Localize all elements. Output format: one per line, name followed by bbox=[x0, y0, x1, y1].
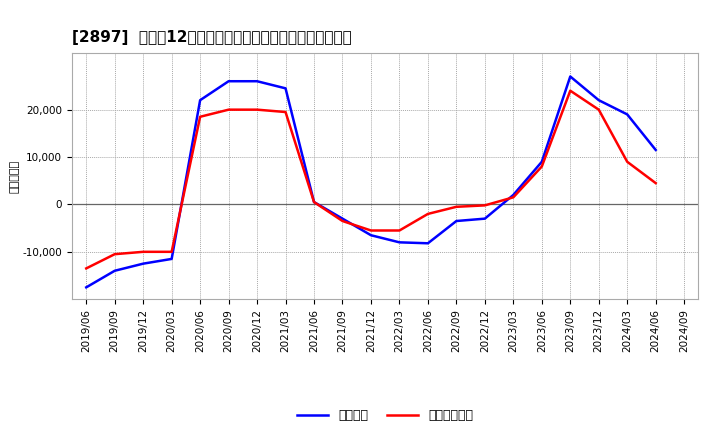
Line: 当期経常利益: 当期経常利益 bbox=[86, 91, 656, 268]
経常利益 bbox=[282, 86, 290, 91]
当期経常利益 bbox=[167, 249, 176, 254]
経常利益 bbox=[452, 218, 461, 224]
経常利益 bbox=[423, 241, 432, 246]
経常利益 bbox=[139, 261, 148, 266]
経常利益 bbox=[110, 268, 119, 273]
当期経常利益 bbox=[452, 204, 461, 209]
当期経常利益 bbox=[139, 249, 148, 254]
当期経常利益 bbox=[338, 218, 347, 224]
当期経常利益 bbox=[652, 180, 660, 186]
当期経常利益 bbox=[110, 252, 119, 257]
経常利益 bbox=[196, 98, 204, 103]
経常利益 bbox=[509, 192, 518, 198]
経常利益 bbox=[253, 79, 261, 84]
当期経常利益 bbox=[225, 107, 233, 112]
当期経常利益 bbox=[623, 159, 631, 165]
経常利益 bbox=[82, 285, 91, 290]
Line: 経常利益: 経常利益 bbox=[86, 77, 656, 287]
経常利益 bbox=[225, 79, 233, 84]
当期経常利益 bbox=[537, 164, 546, 169]
当期経常利益 bbox=[595, 107, 603, 112]
Legend: 経常利益, 当期経常利益: 経常利益, 当期経常利益 bbox=[297, 409, 473, 422]
経常利益 bbox=[366, 233, 375, 238]
経常利益 bbox=[480, 216, 489, 221]
経常利益 bbox=[310, 199, 318, 205]
当期経常利益 bbox=[253, 107, 261, 112]
Y-axis label: （百万円）: （百万円） bbox=[10, 159, 19, 193]
経常利益 bbox=[652, 147, 660, 153]
当期経常利益 bbox=[82, 266, 91, 271]
当期経常利益 bbox=[566, 88, 575, 93]
当期経常利益 bbox=[480, 203, 489, 208]
経常利益 bbox=[623, 112, 631, 117]
当期経常利益 bbox=[310, 199, 318, 205]
当期経常利益 bbox=[196, 114, 204, 119]
経常利益 bbox=[395, 240, 404, 245]
経常利益 bbox=[338, 216, 347, 221]
当期経常利益 bbox=[366, 228, 375, 233]
経常利益 bbox=[595, 98, 603, 103]
経常利益 bbox=[167, 256, 176, 261]
当期経常利益 bbox=[423, 211, 432, 216]
当期経常利益 bbox=[395, 228, 404, 233]
当期経常利益 bbox=[509, 194, 518, 200]
経常利益 bbox=[537, 159, 546, 165]
経常利益 bbox=[566, 74, 575, 79]
Text: [2897]  利益だ12か月移動合計の対前年同期増減額の推移: [2897] 利益だ12か月移動合計の対前年同期増減額の推移 bbox=[72, 29, 352, 45]
当期経常利益 bbox=[282, 110, 290, 115]
